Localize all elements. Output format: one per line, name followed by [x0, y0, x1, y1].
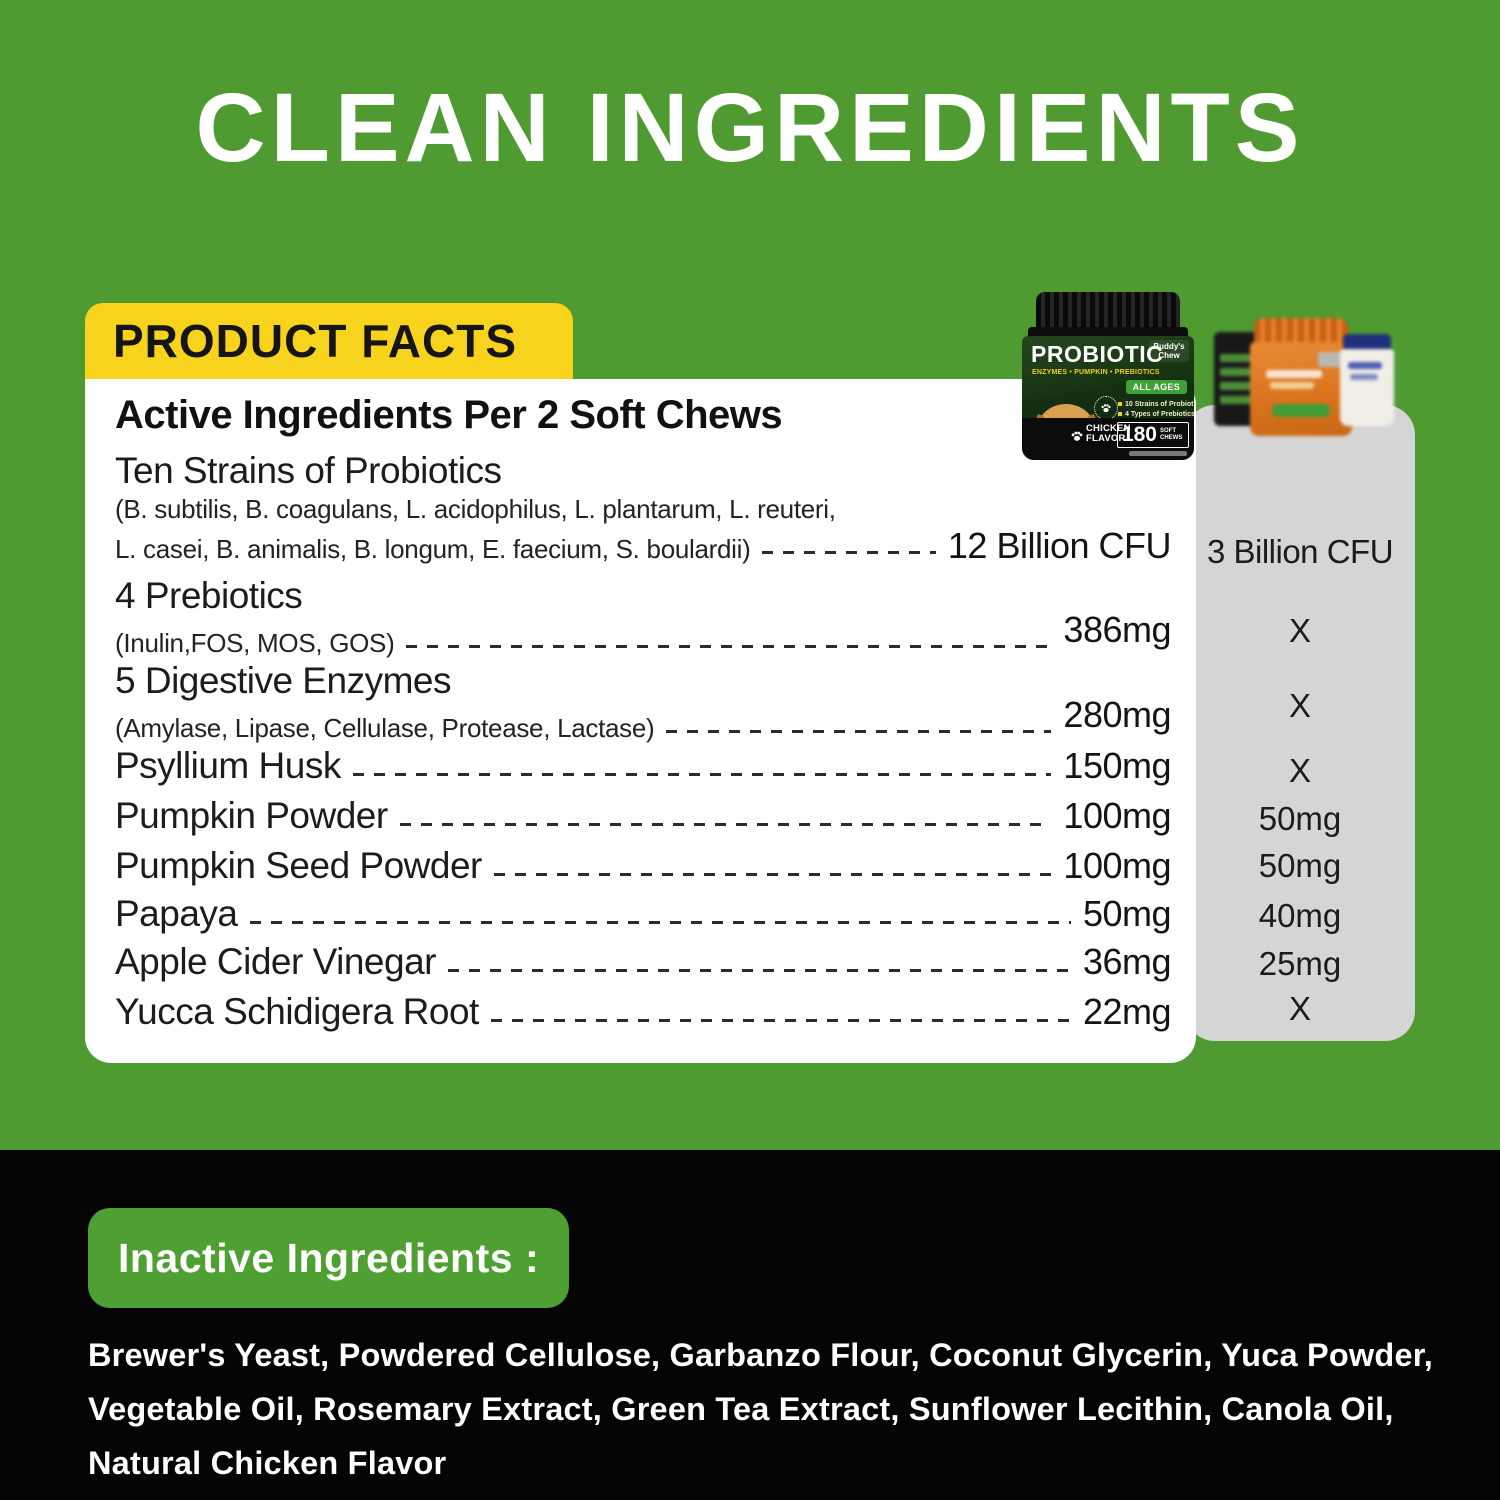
jar-bullet: 10 Strains of Probiotics	[1118, 400, 1194, 410]
ingredient-value: 100mg	[1063, 845, 1171, 886]
jar-bullet: 4 Types of Prebiotics	[1118, 410, 1194, 420]
comparison-value: X	[1288, 612, 1311, 649]
ingredient-row: Papaya 50mg	[115, 891, 1172, 937]
comparison-value: 50mg	[1258, 800, 1342, 837]
inactive-ingredients-text: Brewer's Yeast, Powdered Cellulose, Garb…	[88, 1328, 1433, 1490]
ingredient-value: 22mg	[1082, 991, 1172, 1032]
jar-count-unit: SOFT CHEWS	[1160, 428, 1183, 441]
product-jar-image: PROBIOTIC ENZYMES • PUMPKIN • PREBIOTICS…	[1022, 292, 1194, 460]
dash-leader	[249, 921, 1071, 924]
ingredient-name: Papaya	[115, 893, 238, 934]
page-title: CLEAN INGREDIENTS	[195, 73, 1305, 182]
jar-product-name: PROBIOTIC	[1031, 341, 1164, 367]
ingredient-row: 4 Prebiotics (Inulin,FOS, MOS, GOS) 386m…	[115, 573, 1171, 661]
ingredient-value: 50mg	[1082, 893, 1172, 934]
competitor-jar-orange	[1250, 318, 1352, 436]
jar-count-box: 180 SOFT CHEWS	[1116, 422, 1189, 448]
dash-leader	[762, 551, 936, 554]
jar-brand-logo: Buddy's Chew	[1149, 340, 1189, 362]
comparison-value: 40mg	[1258, 897, 1342, 934]
comparison-column: 3 Billion CFU X X X 50mg 50mg 40mg 25mg …	[1185, 405, 1415, 1041]
comparison-value: X	[1288, 687, 1311, 724]
ingredient-row: Psyllium Husk 150mg	[115, 743, 1171, 789]
ingredient-name: Apple Cider Vinegar	[115, 941, 436, 982]
ingredient-row: Apple Cider Vinegar 36mg	[115, 939, 1172, 985]
dash-leader	[406, 645, 1052, 648]
ingredient-note: (B. subtilis, B. coagulans, L. acidophil…	[115, 494, 836, 524]
product-facts-tab-label: PRODUCT FACTS	[113, 315, 517, 367]
jar-cap	[1036, 292, 1180, 330]
inactive-ingredients-label: Inactive Ingredients :	[118, 1234, 540, 1281]
ingredient-value: 386mg	[1063, 609, 1171, 650]
dash-leader	[352, 773, 1052, 776]
inactive-line: Brewer's Yeast, Powdered Cellulose, Garb…	[88, 1337, 1434, 1373]
ingredient-row: Yucca Schidigera Root 22mg	[115, 989, 1172, 1035]
ingredient-name: Psyllium Husk	[115, 745, 341, 786]
ingredient-name: Yucca Schidigera Root	[115, 991, 479, 1032]
inactive-ingredients-badge: Inactive Ingredients :	[88, 1208, 570, 1308]
ingredient-value: 100mg	[1063, 795, 1171, 836]
ingredient-name: Ten Strains of Probiotics	[115, 450, 502, 491]
inactive-line: Vegetable Oil, Rosemary Extract, Green T…	[88, 1391, 1394, 1427]
dash-leader	[399, 823, 1052, 826]
ingredient-value: 12 Billion CFU	[947, 525, 1172, 566]
ingredient-note: L. casei, B. animalis, B. longum, E. fae…	[115, 534, 751, 564]
product-facts-tab: PRODUCT FACTS	[85, 303, 573, 379]
comparison-value: X	[1288, 990, 1311, 1027]
jar-net-weight-blur	[1129, 451, 1187, 456]
jar-flavor-label: CHICKEN FLAVOR	[1086, 423, 1131, 444]
ingredient-value: 280mg	[1063, 694, 1171, 735]
facts-heading: Active Ingredients Per 2 Soft Chews	[115, 393, 783, 437]
comparison-value: 50mg	[1258, 847, 1342, 884]
comparison-value: 25mg	[1258, 945, 1342, 982]
ingredient-row: 5 Digestive Enzymes (Amylase, Lipase, Ce…	[115, 658, 1171, 746]
dash-leader	[447, 969, 1071, 972]
jar-bottom-band	[1022, 418, 1194, 460]
competitor-jar-white	[1340, 334, 1394, 426]
comparison-value: X	[1288, 752, 1311, 789]
competitor-jars-image	[1212, 318, 1398, 440]
ingredient-name: 4 Prebiotics	[115, 575, 303, 616]
ingredient-name: Pumpkin Seed Powder	[115, 845, 482, 886]
jar-all-ages-badge: ALL AGES	[1125, 380, 1187, 394]
ingredient-note: (Inulin,FOS, MOS, GOS)	[115, 628, 395, 658]
jar-count-number: 180	[1121, 423, 1157, 446]
ingredient-value: 36mg	[1082, 941, 1172, 982]
ingredient-row: Pumpkin Seed Powder 100mg	[115, 843, 1171, 889]
chicken-paw-icon	[1071, 431, 1083, 441]
dash-leader	[666, 730, 1052, 733]
product-facts-card: Active Ingredients Per 2 Soft Chews Ten …	[85, 379, 1196, 1063]
ingredient-row: Pumpkin Powder 100mg	[115, 793, 1171, 839]
ingredient-name: Pumpkin Powder	[115, 795, 388, 836]
jar-label: PROBIOTIC ENZYMES • PUMPKIN • PREBIOTICS…	[1022, 336, 1194, 460]
ingredient-value: 150mg	[1063, 745, 1171, 786]
paw-icon	[1101, 404, 1111, 413]
jar-subtitle: ENZYMES • PUMPKIN • PREBIOTICS	[1032, 369, 1160, 376]
inactive-line: Natural Chicken Flavor	[88, 1445, 447, 1481]
ingredient-name: 5 Digestive Enzymes	[115, 660, 451, 701]
comparison-header: 3 Billion CFU	[1206, 533, 1394, 570]
ingredient-row: Ten Strains of Probiotics (B. subtilis, …	[115, 448, 1172, 567]
dash-leader	[490, 1019, 1071, 1022]
ingredient-note: (Amylase, Lipase, Cellulase, Protease, L…	[115, 713, 655, 743]
dash-leader	[493, 873, 1052, 876]
